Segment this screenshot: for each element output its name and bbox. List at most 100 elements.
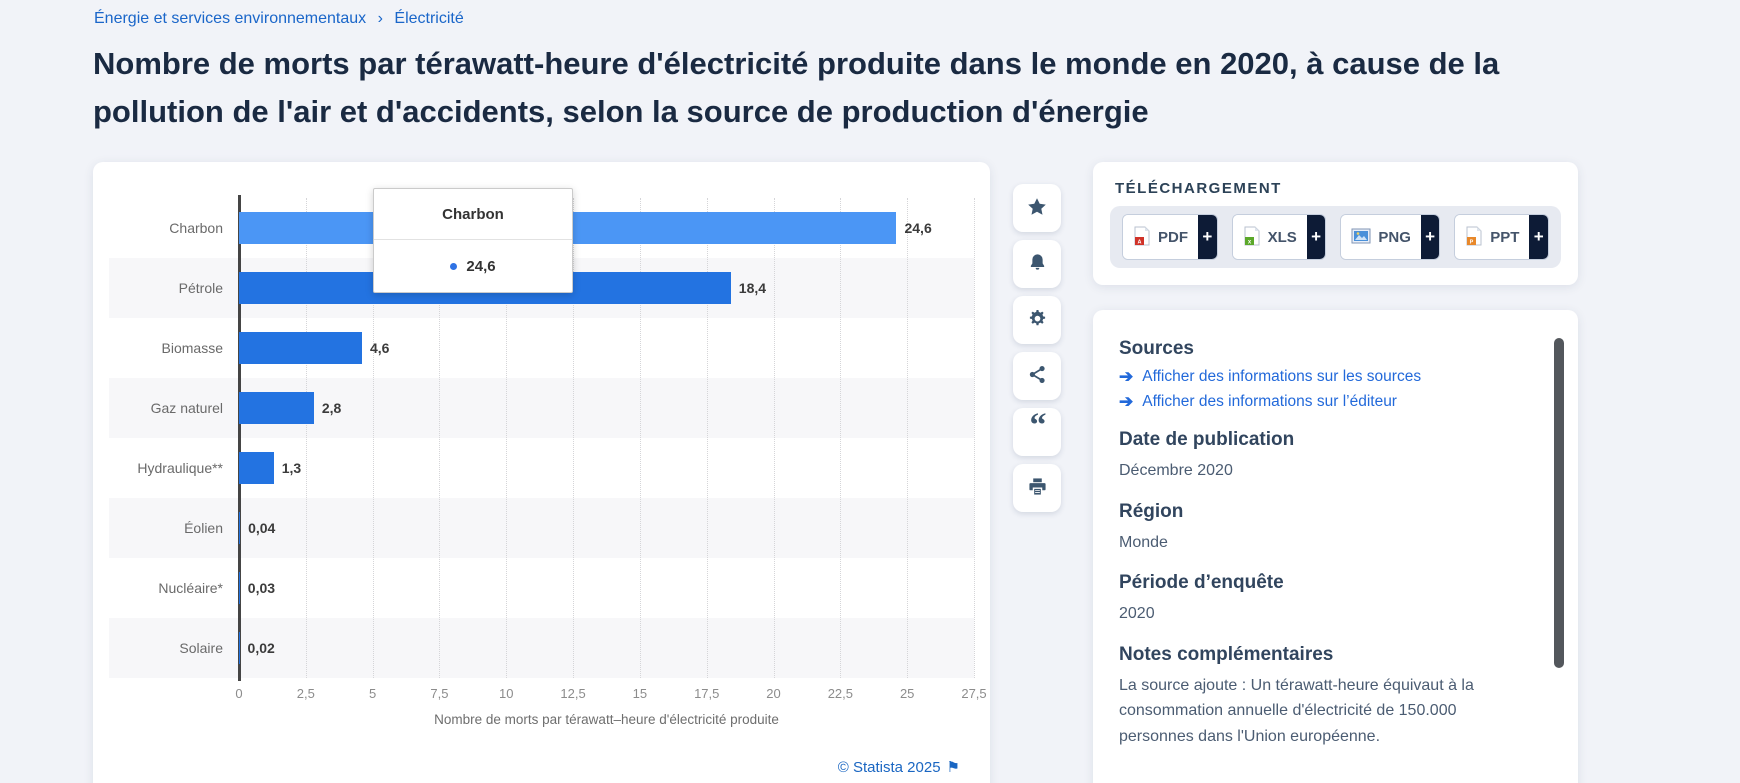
bar-value-label: 0,02 — [247, 640, 275, 656]
alert-button[interactable] — [1013, 240, 1061, 288]
star-icon — [1027, 197, 1047, 220]
category-label: Pétrole — [178, 280, 223, 296]
gridline — [305, 198, 307, 678]
chart-row: Solaire 0,02 — [109, 618, 974, 678]
print-button[interactable] — [1013, 464, 1061, 512]
section-text: Monde — [1119, 533, 1168, 551]
x-tick-label: 5 — [369, 686, 377, 701]
category-label: Biomasse — [161, 340, 223, 356]
plot-grid — [238, 195, 975, 681]
publisher-info-link[interactable]: ➔ Afficher des informations sur l’éditeu… — [1119, 392, 1397, 411]
section-heading: Région — [1119, 500, 1184, 522]
breadcrumb-link-subcategory[interactable]: Électricité — [394, 10, 464, 27]
bar[interactable] — [239, 512, 241, 544]
page-title: Nombre de morts par térawatt-heure d'éle… — [93, 46, 1500, 129]
gridline — [639, 198, 641, 678]
chart-row: Hydraulique** 1,3 — [109, 438, 974, 498]
gridline — [773, 198, 775, 678]
download-ppt-button[interactable]: P PPT + — [1454, 214, 1549, 260]
section-text: 2020 — [1119, 605, 1155, 623]
x-tick-label: 15 — [632, 686, 648, 701]
bar-value-label: 0,03 — [247, 580, 276, 596]
x-tick-label: 10 — [499, 686, 514, 701]
download-png-button[interactable]: PNG + — [1340, 214, 1441, 260]
printer-icon — [1028, 477, 1047, 499]
section-heading: Date de publication — [1119, 429, 1295, 450]
download-card: TÉLÉCHARGEMENT A PDF + x XLS + — [1093, 162, 1578, 285]
bar-value-label: 1,3 — [281, 460, 302, 476]
category-label: Solaire — [179, 640, 223, 656]
share-icon — [1028, 365, 1047, 387]
download-pdf-button[interactable]: A PDF + — [1122, 214, 1218, 260]
breadcrumb: Énergie et services environnementaux › É… — [94, 10, 464, 28]
x-tick-label: 12,5 — [560, 686, 586, 701]
x-tick-label: 0 — [235, 686, 243, 701]
section-heading: Notes complémentaires — [1119, 643, 1334, 665]
section-heading: Période d’enquête — [1119, 572, 1284, 594]
survey-period-section: Période d’enquête 2020 — [1119, 572, 1518, 627]
x-axis-ticks: 0 2,5 5 7,5 10 12,5 15 17,5 20 22,5 25 2… — [235, 686, 986, 704]
category-label: Éolien — [184, 520, 223, 536]
tooltip-value-row: 24,6 — [374, 240, 572, 292]
download-xls-button[interactable]: x XLS + — [1231, 214, 1327, 260]
category-label: Gaz naturel — [150, 400, 223, 416]
add-ppt-icon[interactable]: + — [1529, 215, 1548, 259]
x-tick-label: 7,5 — [430, 686, 449, 701]
notes-section: Notes complémentaires La source ajoute :… — [1119, 644, 1518, 750]
section-text: Décembre 2020 — [1119, 462, 1233, 479]
bar[interactable] — [239, 452, 274, 484]
chart-row: Éolien 0,04 — [109, 498, 974, 558]
tooltip-title: Charbon — [374, 189, 572, 240]
download-heading: TÉLÉCHARGEMENT — [1115, 180, 1282, 197]
breadcrumb-separator: › — [377, 10, 383, 27]
breadcrumb-link-category[interactable]: Énergie et services environnementaux — [94, 10, 367, 27]
arrow-right-icon: ➔ — [1119, 392, 1134, 411]
statista-copyright[interactable]: © Statista 2025 ⚑ — [837, 759, 960, 776]
gridline — [974, 198, 975, 678]
chart-tooltip: Charbon 24,6 — [373, 188, 573, 293]
x-tick-label: 25 — [899, 686, 915, 701]
publication-date-section: Date de publication Décembre 2020 — [1119, 429, 1518, 484]
sources-info-link[interactable]: ➔ Afficher des informations sur les sour… — [1119, 367, 1422, 386]
gridline — [372, 198, 374, 678]
add-png-icon[interactable]: + — [1420, 215, 1440, 259]
x-tick-label: 27,5 — [961, 686, 987, 701]
add-pdf-icon[interactable]: + — [1198, 215, 1217, 259]
cite-button[interactable]: “ — [1013, 408, 1061, 456]
svg-text:A: A — [1138, 239, 1142, 245]
flag-icon: ⚑ — [946, 759, 960, 776]
svg-text:x: x — [1247, 239, 1251, 245]
sources-heading: Sources — [1119, 338, 1194, 359]
favorite-button[interactable] — [1013, 184, 1061, 232]
share-button[interactable] — [1013, 352, 1061, 400]
arrow-right-icon: ➔ — [1119, 367, 1134, 386]
category-label: Nucléaire* — [158, 580, 223, 596]
category-label: Charbon — [169, 220, 223, 236]
ppt-file-icon: P — [1465, 226, 1483, 249]
gridline — [506, 198, 508, 678]
bar-value-label: 4,6 — [369, 340, 390, 356]
gridline — [573, 198, 575, 678]
section-text: La source ajoute : Un térawatt-heure équ… — [1119, 676, 1474, 745]
bell-icon — [1028, 253, 1047, 275]
bar-value-label: 24,6 — [904, 220, 932, 236]
quote-icon: “ — [1029, 407, 1047, 444]
svg-text:P: P — [1470, 239, 1474, 245]
bar-value-label: 18,4 — [738, 280, 767, 296]
region-section: Région Monde — [1119, 501, 1518, 556]
gridline — [439, 198, 441, 678]
settings-button[interactable] — [1013, 296, 1061, 344]
pdf-file-icon: A — [1133, 226, 1151, 249]
png-image-icon — [1351, 227, 1371, 248]
download-tray: A PDF + x XLS + — [1110, 206, 1561, 268]
bar[interactable] — [239, 632, 240, 664]
x-tick-label: 22,5 — [827, 686, 854, 701]
add-xls-icon[interactable]: + — [1306, 215, 1326, 259]
scrollbar-thumb[interactable] — [1554, 338, 1564, 668]
bar[interactable] — [239, 392, 314, 424]
bar[interactable] — [239, 332, 362, 364]
xls-file-icon: x — [1243, 226, 1261, 249]
y-axis-line — [238, 195, 241, 681]
bar[interactable] — [239, 572, 240, 604]
